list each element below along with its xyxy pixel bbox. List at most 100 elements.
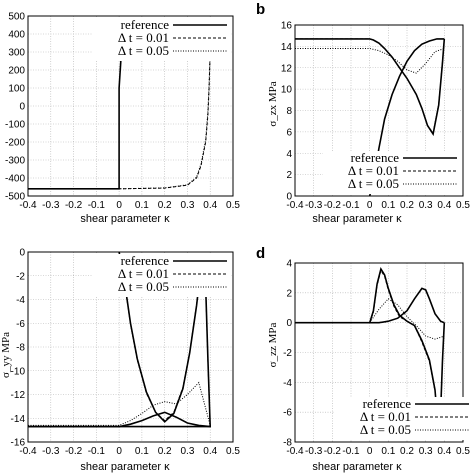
xlabel-d: shear parameter κ — [312, 461, 402, 473]
plot-frame — [294, 262, 464, 443]
x-tick-label: -0.1 — [342, 446, 360, 457]
y-tick-label: -8 — [283, 438, 292, 449]
x-tick-label: 0.1 — [135, 446, 149, 457]
series-line--t-0-05 — [28, 23, 211, 190]
x-tick-label: 0 — [367, 200, 373, 211]
y-tick-label: -6 — [283, 408, 292, 419]
y-tick-label: -6 — [16, 319, 25, 330]
x-tick-label: 0.3 — [419, 200, 433, 211]
y-tick-label: 12 — [281, 63, 293, 74]
x-tick-label: 0.5 — [226, 200, 240, 211]
y-tick-label: -300 — [5, 156, 25, 167]
y-tick-label: -2 — [16, 271, 25, 282]
x-tick-label: -0.4 — [19, 446, 37, 457]
panel-c: σ_yy MPa -0.4 -0.3 -0.2 -0.1 0 0.1 0.2 0.3 0.4 0.… — [0, 248, 240, 474]
y-tick-label: 100 — [8, 84, 25, 95]
legend-label: Δ t = 0.01 — [118, 266, 169, 281]
y-tick-label: 0 — [286, 192, 292, 203]
y-tick-label: -8 — [16, 343, 25, 354]
legend-label: Δ t = 0.05 — [360, 422, 411, 437]
panel-b: b σ_zx MPa -0.4 -0.3 -0.2 -0.1 0 0.1 0.2 0.3 0.4… — [256, 1, 470, 225]
y-tick-label: -500 — [5, 192, 25, 203]
y-tick-label: 8 — [286, 106, 292, 117]
y-tick-label: 400 — [8, 30, 25, 41]
x-tick-label: 0.1 — [135, 200, 149, 211]
ylabel-b: σ_zx MPa — [267, 81, 279, 126]
y-tick-label: 300 — [8, 48, 25, 59]
x-tick-label: 0.3 — [180, 200, 194, 211]
y-tick-label: -200 — [5, 138, 25, 149]
x-tick-label: 0 — [367, 446, 373, 457]
xlabel-b: shear parameter κ — [312, 213, 402, 225]
x-tick-label: 0 — [116, 200, 122, 211]
series-line--t-0-05 — [28, 381, 211, 426]
y-tick-label: -4 — [283, 378, 292, 389]
y-tick-label: 16 — [281, 21, 293, 32]
y-tick-label: 0 — [19, 248, 25, 259]
y-tick-label: 0 — [19, 102, 25, 113]
legend-label: Δ t = 0.01 — [348, 163, 399, 178]
y-tick-label: -14 — [11, 414, 26, 425]
y-tick-label: -4 — [16, 295, 25, 306]
panel-label-d: d — [256, 245, 265, 262]
x-tick-label: -0.2 — [65, 446, 83, 457]
x-tick-label: -0.3 — [42, 200, 60, 211]
x-tick-label: 0.2 — [158, 446, 172, 457]
legend-label: Δ t = 0.05 — [118, 43, 169, 58]
x-tick-label: 0.4 — [437, 200, 451, 211]
x-tick-label: 0.5 — [456, 446, 470, 457]
series-line--t-0-01 — [295, 38, 445, 135]
y-tick-label: 0 — [286, 318, 292, 329]
plot-d: -0.4 -0.3 -0.2 -0.1 0 0.1 0.2 0.3 0.4 0.5 4 2 0 -2 -4 -… — [283, 259, 473, 457]
x-tick-label: 0.2 — [400, 446, 414, 457]
x-tick-label: -0.2 — [324, 200, 342, 211]
x-tick-label: -0.3 — [305, 446, 323, 457]
legend-label: Δ t = 0.05 — [118, 279, 169, 294]
panel-d: d σ_zz MPa -0.4 -0.3 -0.2 -0.1 0 0.1 0.2 0.3 0.4… — [256, 245, 473, 473]
series-line-unnamed — [28, 411, 211, 428]
plot-frame — [294, 24, 464, 197]
x-tick-label: 0.4 — [437, 446, 451, 457]
x-tick-label: 0.3 — [180, 446, 194, 457]
y-tick-label: 500 — [8, 12, 25, 23]
y-tick-label: 2 — [286, 288, 292, 299]
y-tick-label: 4 — [286, 149, 292, 160]
x-tick-label: -0.2 — [65, 200, 83, 211]
series-line-unnamed — [369, 287, 445, 324]
x-tick-label: -0.1 — [342, 200, 360, 211]
plot-c: -0.4 -0.3 -0.2 -0.1 0 0.1 0.2 0.3 0.4 0.5 0 -2 -4 -6 -… — [11, 248, 241, 458]
legend-label: Δ t = 0.05 — [348, 176, 399, 191]
x-tick-label: -0.4 — [286, 446, 304, 457]
y-tick-label: -400 — [5, 174, 25, 185]
x-tick-label: -0.1 — [88, 200, 106, 211]
x-tick-label: -0.2 — [324, 446, 342, 457]
y-tick-label: 200 — [8, 66, 25, 77]
legend-label: reference — [363, 396, 412, 411]
legend-label: reference — [351, 150, 400, 165]
x-tick-label: 0.4 — [203, 200, 217, 211]
x-tick-label: 0.1 — [381, 200, 395, 211]
xlabel-c: shear parameter κ — [80, 461, 170, 473]
y-tick-label: -100 — [5, 120, 25, 131]
x-tick-label: 0.2 — [158, 200, 172, 211]
series-line--t-0-01 — [28, 23, 211, 190]
series-line--t-0-05 — [295, 298, 445, 340]
x-tick-label: 0.5 — [226, 446, 240, 457]
x-tick-label: 0.1 — [381, 446, 395, 457]
plot-frame — [27, 251, 234, 443]
y-tick-label: 4 — [286, 259, 292, 270]
y-tick-label: 2 — [286, 170, 292, 181]
legend-label: Δ t = 0.01 — [360, 409, 411, 424]
x-tick-label: 0.4 — [203, 446, 217, 457]
plot-b: -0.4 -0.3 -0.2 -0.1 0 0.1 0.2 0.3 0.4 0.5 0 2 4 6 8 10 1… — [281, 21, 471, 212]
x-tick-label: 0.2 — [400, 200, 414, 211]
legend-label: reference — [121, 17, 170, 32]
y-tick-label: 10 — [281, 85, 293, 96]
y-tick-label: -2 — [283, 348, 292, 359]
y-tick-label: 6 — [286, 127, 292, 138]
y-tick-label: -16 — [11, 438, 26, 449]
